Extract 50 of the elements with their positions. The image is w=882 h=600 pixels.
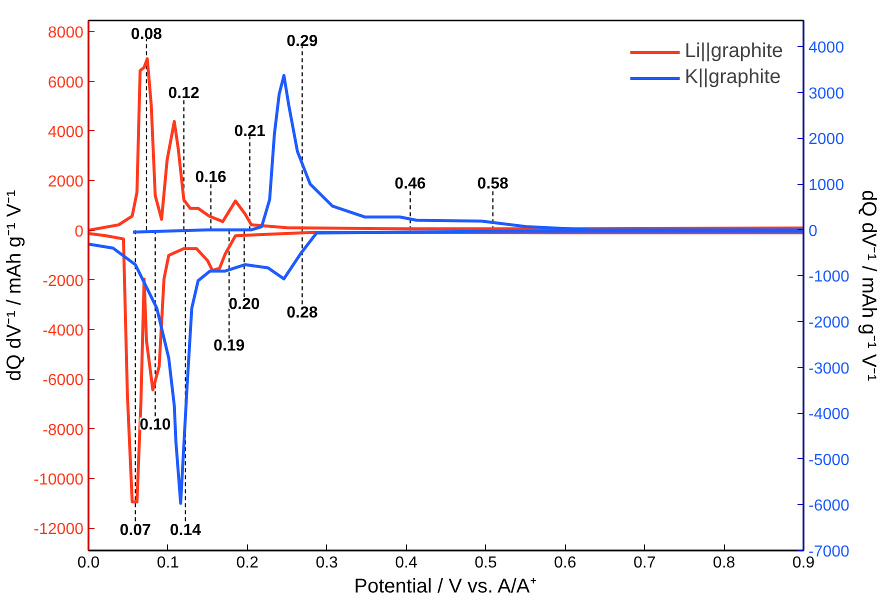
legend-label: K||graphite: [684, 66, 781, 89]
annotation: 0.46: [394, 175, 426, 192]
x-tick-label: 0.7: [633, 554, 656, 572]
annotation: 0.58: [477, 175, 509, 192]
x-tick-label: 0.9: [792, 554, 815, 572]
y2-tick-label: -6000: [808, 498, 850, 515]
y-tick-label: -8000: [42, 422, 84, 439]
y2-tick-label: -1000: [808, 268, 850, 286]
y-axis-title: dQ dV⁻¹ / mAh g⁻¹ V⁻¹: [4, 190, 26, 382]
x-axis-title: Potential / V vs. A/A⁺: [354, 576, 537, 598]
annotation: 0.29: [286, 33, 318, 50]
x-tick-label: 0.4: [395, 554, 418, 572]
x-tick-label: 0.1: [156, 554, 180, 572]
y2-tick-label: 4000: [808, 40, 844, 57]
y2-tick-label: -4000: [808, 406, 850, 424]
annotation: 0.19: [214, 337, 245, 354]
y2-tick-label: 3000: [808, 85, 844, 102]
x-tick-label: 0.8: [712, 554, 736, 572]
y-tick-label: -10000: [34, 472, 84, 489]
y-tick-label: 6000: [48, 74, 84, 92]
y-tick-label: 0: [74, 223, 84, 240]
y2-tick-label: -3000: [808, 360, 850, 378]
y-tick-label: 8000: [48, 24, 84, 42]
annotation: 0.12: [168, 85, 200, 102]
annotation: 0.21: [234, 123, 266, 140]
annotation: 0.28: [286, 304, 318, 322]
annotation: 0.07: [120, 522, 152, 539]
annotation: 0.10: [140, 416, 171, 434]
y-tick-label: -12000: [34, 521, 84, 538]
y2-tick-label: -2000: [808, 314, 850, 332]
y2-tick-label: 1000: [808, 177, 844, 194]
y-tick-label: -2000: [42, 272, 84, 290]
x-tick-label: 0.6: [554, 554, 576, 572]
x-tick-label: 0.0: [77, 554, 100, 572]
y2-tick-label: 2000: [808, 131, 844, 148]
y-tick-label: 4000: [48, 124, 84, 141]
annotation: 0.16: [195, 168, 227, 186]
annotation: 0.20: [228, 296, 260, 313]
y2-tick-label: -5000: [808, 452, 850, 469]
y-tick-label: -6000: [42, 372, 84, 390]
y-tick-label: 2000: [48, 174, 84, 191]
legend-label: Li||graphite: [684, 40, 783, 63]
y2-tick-label: 0: [808, 222, 818, 240]
y-tick-label: -4000: [42, 322, 84, 340]
annotation: 0.08: [130, 26, 162, 43]
x-tick-label: 0.3: [316, 554, 338, 572]
y2-axis-title: dQ dV⁻¹ / mAh g⁻¹ V⁻¹: [857, 190, 880, 382]
annotation: 0.14: [170, 522, 202, 539]
x-tick-label: 0.5: [474, 554, 497, 572]
x-tick-label: 0.2: [236, 554, 259, 572]
